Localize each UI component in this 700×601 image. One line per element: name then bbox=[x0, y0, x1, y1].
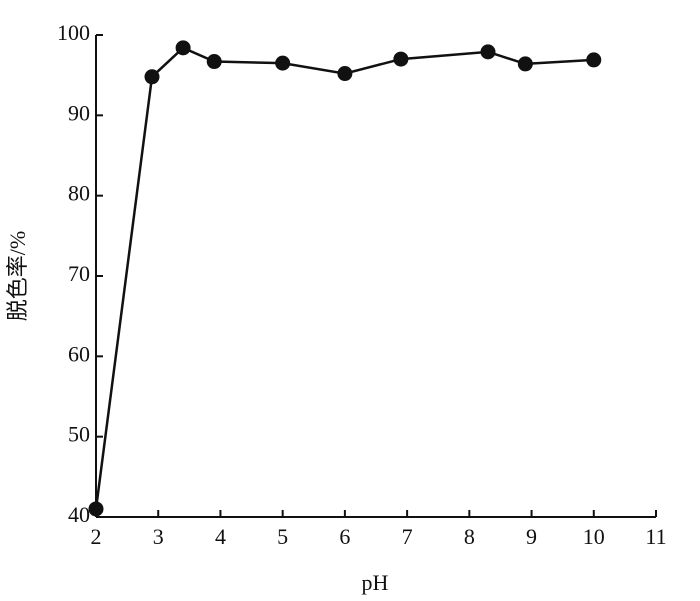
y-tick-label: 40 bbox=[68, 502, 90, 527]
y-tick-label: 100 bbox=[57, 20, 90, 45]
x-tick-label: 4 bbox=[215, 524, 226, 549]
x-tick-label: 5 bbox=[277, 524, 288, 549]
x-tick-label: 3 bbox=[153, 524, 164, 549]
point bbox=[393, 51, 409, 67]
x-tick-label: 7 bbox=[402, 524, 413, 549]
x-tick-label: 11 bbox=[645, 524, 666, 549]
x-tick-label: 2 bbox=[91, 524, 102, 549]
point bbox=[88, 501, 104, 517]
y-tick-label: 90 bbox=[68, 100, 90, 125]
x-tick-label: 6 bbox=[339, 524, 350, 549]
line bbox=[94, 46, 594, 510]
x-tick-label: 10 bbox=[583, 524, 605, 549]
y-tick-label: 80 bbox=[68, 181, 90, 206]
x-tick-label: 9 bbox=[526, 524, 537, 549]
y-axis-label: 脱色率/% bbox=[5, 231, 30, 321]
point bbox=[480, 44, 496, 60]
point bbox=[144, 69, 160, 85]
point bbox=[337, 66, 353, 82]
point bbox=[175, 40, 191, 56]
x-axis-label: pH bbox=[362, 570, 389, 595]
point bbox=[586, 52, 602, 68]
point bbox=[517, 56, 533, 72]
point bbox=[275, 55, 291, 71]
y-tick-label: 50 bbox=[68, 422, 90, 447]
point bbox=[206, 54, 222, 70]
y-tick-label: 60 bbox=[68, 341, 90, 366]
x-tick-label: 8 bbox=[464, 524, 475, 549]
y-tick-label: 70 bbox=[68, 261, 90, 286]
